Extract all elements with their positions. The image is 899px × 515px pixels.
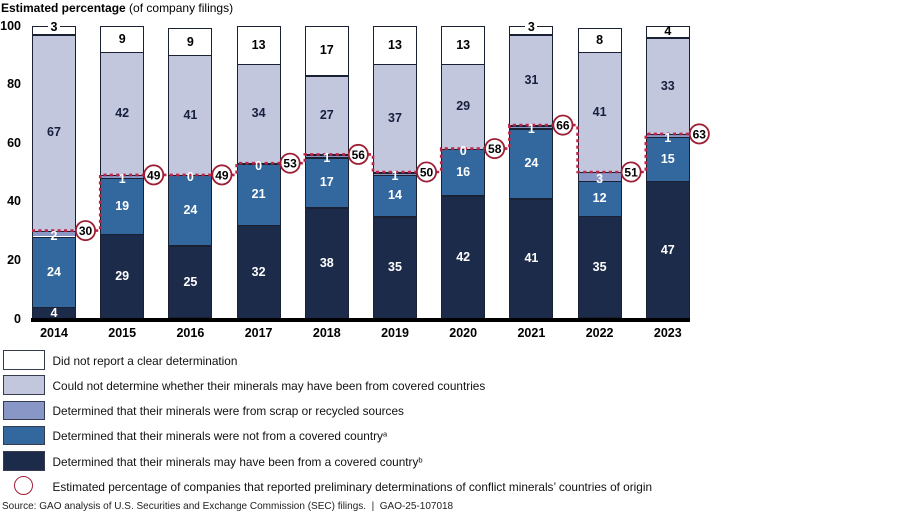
svg-text:49: 49: [147, 168, 161, 182]
svg-text:51: 51: [624, 166, 638, 180]
svg-text:53: 53: [283, 157, 297, 171]
svg-text:56: 56: [352, 148, 366, 162]
svg-text:58: 58: [488, 142, 502, 156]
svg-text:49: 49: [215, 168, 229, 182]
svg-text:63: 63: [693, 127, 707, 141]
svg-text:66: 66: [556, 119, 570, 133]
svg-text:50: 50: [420, 166, 434, 180]
svg-text:30: 30: [79, 224, 93, 238]
